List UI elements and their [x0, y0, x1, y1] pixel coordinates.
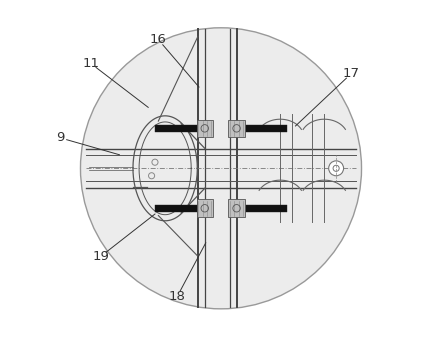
Bar [197, 120, 213, 137]
Bar [230, 205, 287, 211]
Text: 16: 16 [150, 33, 167, 46]
Text: 18: 18 [168, 290, 185, 304]
Bar [155, 205, 205, 211]
Bar [197, 200, 213, 217]
Circle shape [329, 161, 343, 176]
Text: 19: 19 [92, 250, 109, 263]
Text: 17: 17 [343, 67, 360, 80]
Text: 11: 11 [82, 57, 99, 70]
Text: 9: 9 [56, 131, 65, 144]
Bar [155, 125, 205, 132]
Circle shape [80, 28, 362, 309]
Bar [230, 125, 287, 132]
Bar [229, 200, 245, 217]
Bar [229, 120, 245, 137]
